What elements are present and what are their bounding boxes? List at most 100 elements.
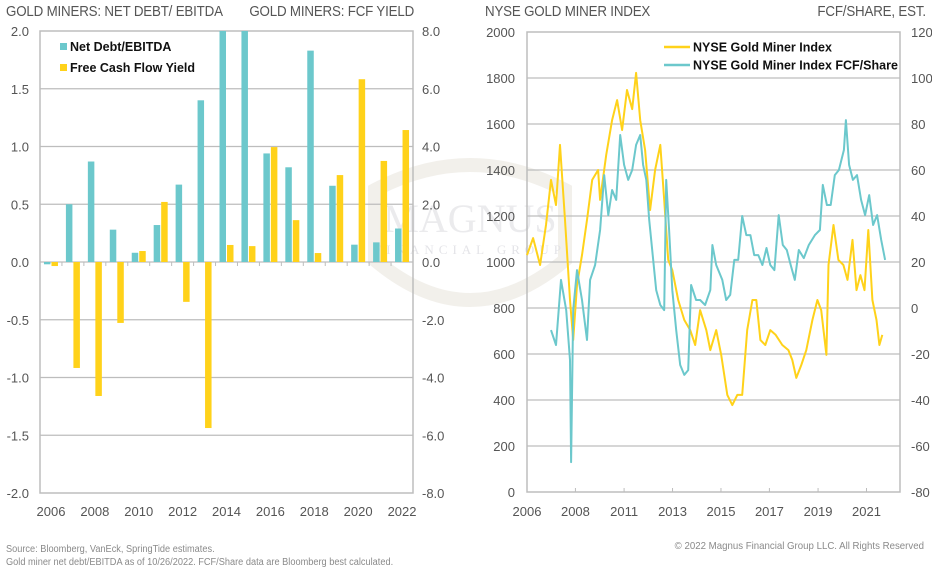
legend-swatch [60,43,67,50]
net-debt-ebitda-bar [87,161,95,262]
y-left-tick-label: -0.5 [7,313,29,328]
left-chart-right-axis-title: GOLD MINERS: FCF YIELD [249,4,414,20]
x-tick-label: 2015 [707,504,736,519]
gold-miner-index-line-chart: 2000180016001400120010008006004002000120… [486,25,932,519]
y-right-tick-label: 20 [911,255,925,270]
net-debt-ebitda-bar [153,225,161,262]
net-debt-ebitda-bar [219,31,226,262]
y-left-tick-label: 200 [493,439,515,454]
y-left-tick-label: 1.5 [11,82,29,97]
legend: NYSE Gold Miner Index NYSE Gold Miner Ind… [664,41,898,73]
net-debt-ebitda-bar [285,167,292,262]
y-right-tick-label: -6.0 [422,428,444,443]
y-right-tick-label: -60 [911,439,930,454]
y-left-tick-label: 1000 [486,255,515,270]
fcf-yield-bar [117,262,124,323]
fcf-yield-bar [380,160,388,262]
copyright-notice: © 2022 Magnus Financial Group LLC. All R… [674,540,924,552]
y-left-tick-label: 400 [493,393,515,408]
net-debt-ebitda-bar [43,262,51,265]
x-tick-label: 2011 [610,504,638,519]
x-tick-label: 2022 [388,504,417,519]
legend-swatch [60,64,67,71]
right-chart-title: NYSE GOLD MINER INDEX [485,4,651,20]
y-right-tick-label: 80 [911,117,925,132]
net-debt-ebitda-bar [241,31,248,262]
net-debt-ebitda-bar [373,242,380,262]
fcf-yield-bar [270,147,278,262]
net-debt-ebitda-bar [395,228,402,262]
net-debt-ebitda-bar [131,252,139,262]
fcf-yield-bar [336,175,344,262]
x-tick-label: 2013 [658,504,687,519]
net-debt-fcf-yield-bar-chart: 2.0 1.5 1.0 0.5 0.0 -0.5 -1.0 -1.5 -2.0 8.0 6.0 4.0… [7,24,445,519]
x-tick-label: 2019 [804,504,833,519]
x-tick-label: 2012 [168,504,197,519]
fcf-yield-bar [183,262,190,302]
y-left-tick-label: 1200 [486,209,515,224]
fcf-yield-bar [139,251,146,262]
fcf-yield-bar [73,262,80,368]
legend-label: NYSE Gold Miner Index FCF/Share [693,59,898,73]
right-chart-right-axis-title: FCF/SHARE, EST. [817,4,927,20]
y-left-tick-label: -1.0 [7,371,29,386]
y-right-tick-label: 0.0 [422,255,440,270]
x-tick-label: 2008 [561,504,590,519]
y-left-tick-label: 2.0 [11,24,29,39]
fcf-yield-bar [358,79,366,262]
net-debt-ebitda-bar [65,204,73,262]
plot-frame [526,31,901,493]
net-debt-ebitda-bar [307,50,314,263]
net-debt-ebitda-bar [109,229,117,262]
y-left-tick-label: 2000 [486,25,515,40]
y-right-tick-label: 40 [911,209,925,224]
fcf-yield-bar [205,262,212,429]
y-right-tick-label: 120 [911,25,932,40]
x-tick-label: 2006 [513,504,542,519]
legend-label: NYSE Gold Miner Index [693,41,832,55]
y-right-tick-label: -40 [911,393,930,408]
net-debt-ebitda-bar [197,100,205,262]
fcf-per-share-line [550,119,887,464]
y-left-tick-label: 800 [493,301,515,316]
x-tick-label: 2006 [37,504,66,519]
y-right-tick-label: -20 [911,347,930,362]
x-tick-label: 2020 [344,504,373,519]
y-left-tick-label: 0 [508,485,515,500]
x-tick-label: 2017 [755,504,784,519]
fcf-yield-bar [402,130,410,262]
fcf-yield-bar [227,244,234,262]
y-right-tick-label: 100 [911,71,932,86]
x-tick-label: 2016 [256,504,285,519]
y-right-tick-label: 2.0 [422,197,440,212]
x-tick-label: 2010 [124,504,153,519]
y-right-tick-label: 4.0 [422,140,440,155]
source-note: Source: Bloomberg, VanEck, SpringTide es… [6,544,215,555]
net-debt-ebitda-bar [175,184,183,262]
y-right-tick-label: 60 [911,163,925,178]
y-left-tick-label: 0.5 [11,197,29,212]
y-left-tick-label: -1.5 [7,428,29,443]
fcf-yield-bar [292,220,300,262]
y-right-tick-label: 0 [911,301,918,316]
fcf-yield-bar [51,262,58,267]
gold-miner-index-line [526,71,884,407]
fcf-yield-bar [314,253,322,262]
x-tick-label: 2018 [300,504,329,519]
y-left-tick-label: 1400 [486,163,515,178]
legend-label: Free Cash Flow Yield [70,61,195,75]
y-left-tick-label: 1600 [486,117,515,132]
fcf-yield-bar [161,201,168,262]
x-tick-label: 2014 [212,504,241,519]
y-left-tick-label: -2.0 [7,486,29,501]
net-debt-ebitda-bar [329,185,336,262]
net-debt-ebitda-bar [263,153,270,262]
left-chart-title: GOLD MINERS: NET DEBT/ EBITDA [6,4,223,20]
y-left-tick-label: 1800 [486,71,515,86]
x-tick-label: 2008 [80,504,109,519]
data-note: Gold miner net debt/EBITDA as of 10/26/2… [6,557,394,568]
y-right-tick-label: -8.0 [422,486,444,501]
fcf-yield-bar [95,262,102,396]
y-left-tick-label: 1.0 [11,140,29,155]
y-right-tick-label: 8.0 [422,24,440,39]
